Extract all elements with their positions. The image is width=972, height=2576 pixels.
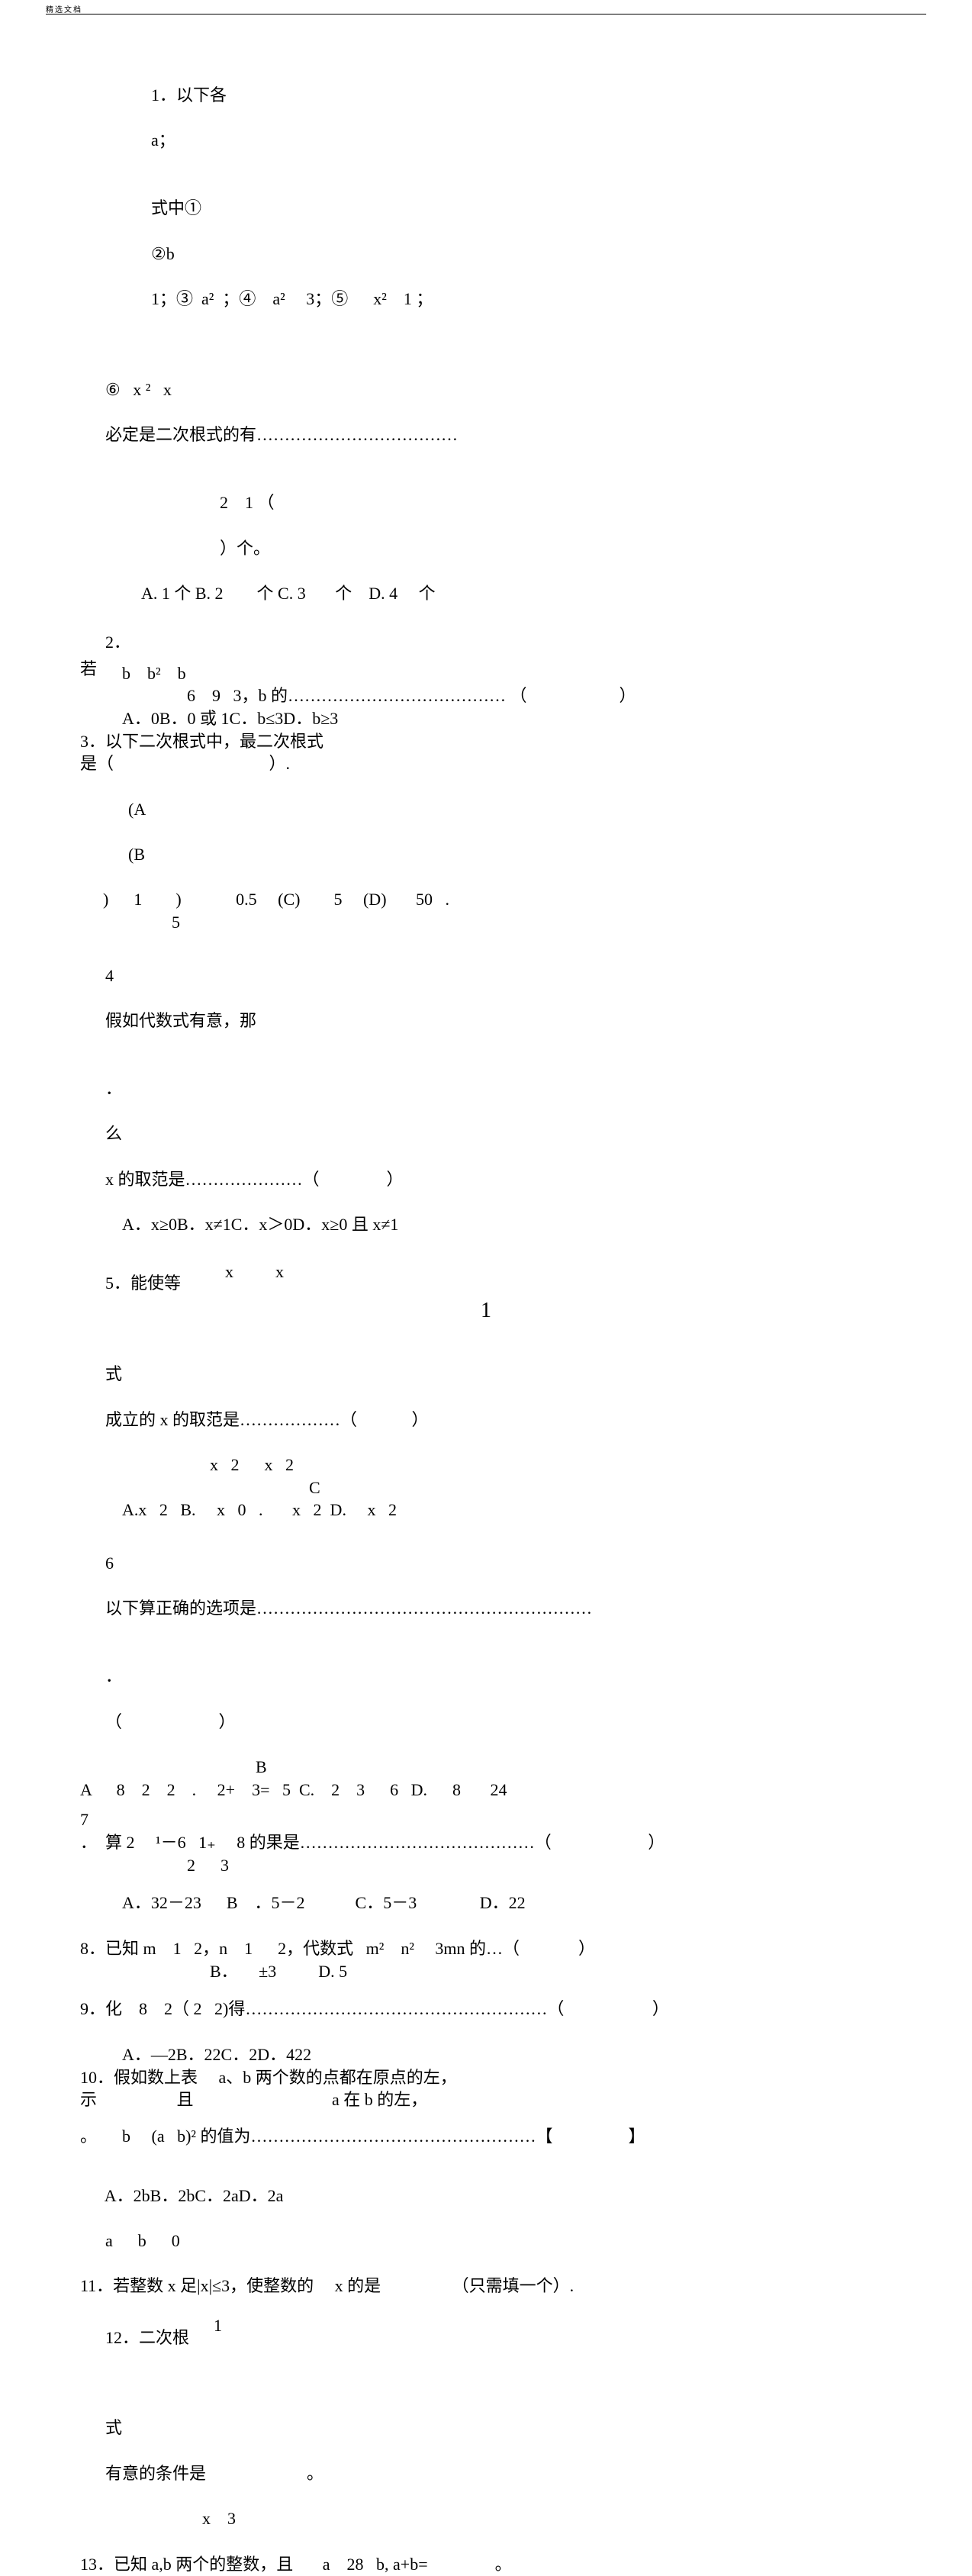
q11-stem: 11．若整数 x 足|x|≤3，使整数的 x 的是 （只需填一个）. [80,2275,892,2297]
q2-stem-c: 6 9 3，b 的………………………………… （ ） [187,684,892,707]
q8-options: B． ±3 D. 5 [210,1960,892,1983]
q6-stem: 以下算正确的选项是…………………………………………………… [105,1599,592,1618]
q6-number: 6 [105,1554,114,1573]
q2-number: 2． [105,633,130,652]
q9-stem: 9．化 8 2（ 2 2)得………………………………………………（ ） [80,1998,892,2021]
q1-line2d: ）个。 [220,539,270,558]
q5-options: A.x 2 B. x 0 . x 2 D. x 2 [122,1499,892,1521]
q4-number: 4 [105,966,114,985]
q6-paren: （ ） [105,1712,236,1731]
q12-stem-a: 12．二次根 [105,2328,189,2347]
q4-stem-b: 么 [105,1124,122,1143]
q7-number: 7 [80,1808,892,1831]
q1-frag-b: ②b [151,244,175,263]
q1-frag-a: a； [151,130,175,150]
q1-line2c: 2 1 （ [220,493,275,512]
q6-dot: ． [105,1666,122,1686]
q8-stem: 8．已知 m 1 2，n 1 2，代数式 m² n² 3mn 的…（ ） [80,1937,892,1960]
q1-line2b: 必定是二次根式的有……………………………… [105,425,458,444]
q1-stem-b: 式中① [151,198,201,217]
q2-options: A．0B．0 或 1C．b≤3D．b≥3 [122,707,892,730]
q3-stem-a: 3．以下二次根式中，最二次根式 [80,730,892,753]
corner-label: 精选文档 [46,3,82,14]
q6-options: A 8 2 2 . 2+ 3= 5 C. 2 3 6 D. 8 24 [80,1779,892,1802]
q6-b: B [256,1756,892,1779]
q9-options: A．—2B．22C．2D．422 [122,2043,892,2066]
q10-options: A．2bB．2bC．2aD．2a [105,2186,284,2205]
q1-line2a: ⑥ x ² x [105,380,172,399]
q10-expr: 。 b (a b)² 的值为……………………………………………【 】 [80,2125,892,2148]
q2-stem-b: b b² b [122,662,892,685]
q3-row-c: ) 1 ) 0.5 (C) 5 (D) 50 . [103,888,892,911]
q4-stem-a: 假如代数式有意，那 [105,1011,256,1030]
q7-stem: ． 算 2 ¹－6 1₊ 8 的果是……………………………………（ ） [80,1831,892,1854]
q3-a: (A [128,800,146,819]
q4-options: A．x≥0B．x≠1C．x＞0D．x≥0 且 x≠1 [122,1213,892,1236]
q5-stem-b: 式 [105,1364,122,1383]
q5-stem-a: 5．能使等 [105,1274,181,1293]
q10-stem-b: 示 且 a 在 b 的左， [80,2088,892,2111]
q10-right: a b 0 [105,2231,180,2250]
q7-sub: 2 3 [187,1854,892,1877]
q12-stem-b: 式 [105,2418,122,2437]
q5-tail: 成立的 x 的取范是………………（ ） [105,1410,429,1429]
q3-row-d: 5 [172,911,892,934]
q3-stem-b: 是（ ）. [80,752,892,775]
q1-tail: 1；③ a² ；④ a² 3；⑤ x² 1 ； [151,289,433,308]
page-number: 1 [0,1299,972,1323]
q7-options: A．32－23 B ．5－2 C．5－3 D．22 [122,1892,892,1914]
q1-options: A. 1 个 B. 2 个 C. 3 个 D. 4 个 [141,582,892,605]
q10-stem-a: 10．假如数上表 a、b 两个数的点都在原点的左， [80,2066,892,2089]
q5-denom: x 2 x 2 [210,1454,892,1476]
q12-one: 1 [214,2314,222,2337]
q1-stem-a: 1．以下各 [151,85,227,105]
q3-b: (B [128,845,145,864]
q12-denom: x 3 [202,2507,892,2530]
q4-tail: x 的取范是…………………（ ） [105,1170,404,1189]
q5-xx: x x [225,1261,284,1283]
q4-dot: ． [105,1079,122,1098]
q5-c: C [309,1476,892,1499]
q12-tail: 有意的条件是 。 [105,2464,323,2483]
q13-stem: 13．已知 a,b 两个的整数，且 a 28 b, a+b= 。 [80,2553,892,2576]
